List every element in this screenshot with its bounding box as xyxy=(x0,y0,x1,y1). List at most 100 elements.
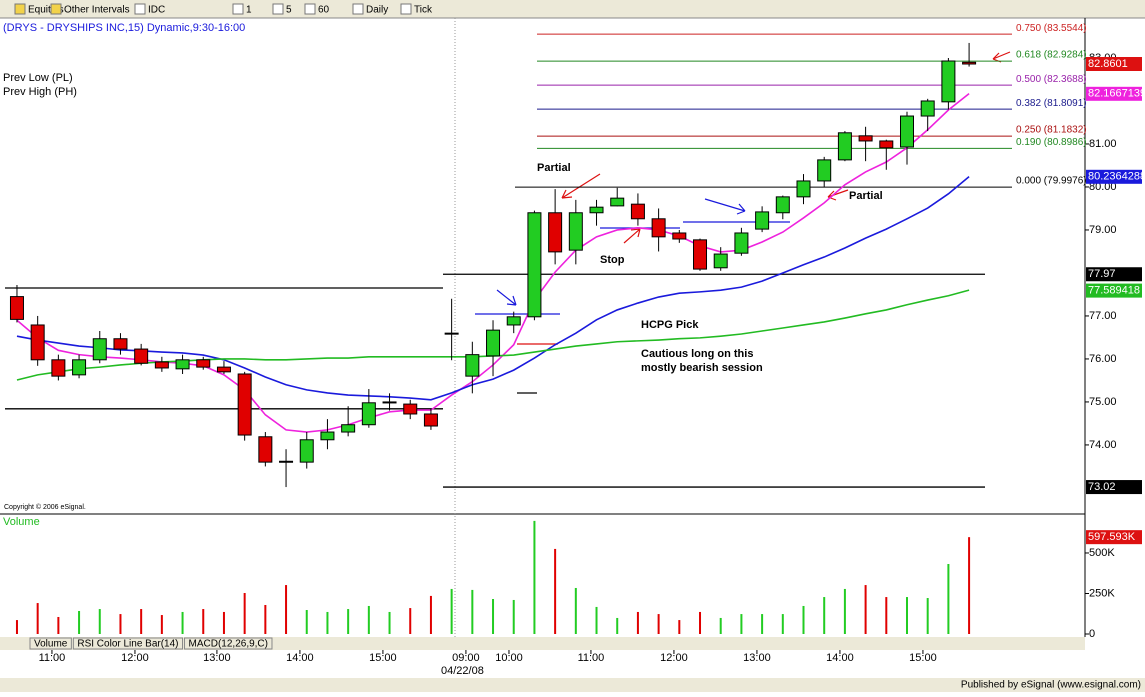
x-tick-label: 09:00 xyxy=(452,652,480,664)
toolbar-button[interactable]: Tick xyxy=(414,5,433,16)
volume-bar xyxy=(885,597,888,634)
toolbar-button[interactable]: Daily xyxy=(366,5,388,16)
candle-body xyxy=(154,361,169,369)
y-tick-label: 79.00 xyxy=(1089,224,1117,236)
x-tick-label: 14:00 xyxy=(826,652,854,664)
tab[interactable]: MACD(12,26,9,C) xyxy=(189,639,268,650)
candle-body xyxy=(899,115,914,148)
candle-body xyxy=(610,197,625,207)
candle-body xyxy=(506,316,521,326)
tab[interactable]: RSI Color Line Bar(14) xyxy=(77,639,178,650)
toolbar-icon xyxy=(232,3,244,15)
candle-body xyxy=(713,253,728,269)
y-tick-label: 76.00 xyxy=(1089,353,1117,365)
toolbar-icon xyxy=(50,3,62,15)
candle-body xyxy=(817,159,832,182)
fib-label: 0.382 (81.8091) xyxy=(1016,98,1087,109)
price-tag xyxy=(1086,169,1142,184)
candle-body xyxy=(651,218,666,238)
x-tick-label: 12:00 xyxy=(121,652,149,664)
volume-bar xyxy=(719,617,722,634)
tab-bar xyxy=(0,637,1085,650)
candle-body xyxy=(548,212,563,253)
toolbar-icon xyxy=(400,3,412,15)
toolbar-icon xyxy=(304,3,316,15)
volume-bar xyxy=(512,599,515,634)
toolbar-button[interactable]: 5 xyxy=(286,5,292,16)
volume-bar xyxy=(864,585,867,634)
fib-label: 0.250 (81.1832) xyxy=(1016,125,1087,136)
candle-body xyxy=(630,203,645,220)
fib-label: 0.500 (82.3688) xyxy=(1016,74,1087,85)
price-tag-label: 77.589418 xyxy=(1088,285,1140,297)
moving-average xyxy=(16,176,970,401)
candle-body xyxy=(9,296,24,320)
candle-body xyxy=(403,403,418,415)
y-tick-label: 77.00 xyxy=(1089,310,1117,322)
volume-bar xyxy=(492,598,495,634)
volume-bar xyxy=(657,614,660,634)
x-tick-label: 15:00 xyxy=(909,652,937,664)
toolbar-button[interactable]: Equities xyxy=(28,5,64,16)
x-tick-label: 13:00 xyxy=(743,652,771,664)
candle-body xyxy=(279,460,294,463)
candle-body xyxy=(672,232,687,240)
price-tag-label: 82.8601 xyxy=(1088,58,1128,70)
volume-bar xyxy=(533,520,536,634)
chart-title: (DRYS - DRYSHIPS INC,15) Dynamic,9:30-16… xyxy=(3,22,245,34)
candle-body xyxy=(444,332,459,335)
arrow xyxy=(992,51,1011,63)
fib-label: 0.618 (82.9284) xyxy=(1016,50,1087,61)
candle-body xyxy=(879,140,894,149)
legend-text: Prev High (PH) xyxy=(3,86,77,98)
tab-frame xyxy=(184,637,273,650)
price-tag-label: 73.02 xyxy=(1088,481,1116,493)
price-tag xyxy=(1086,56,1142,71)
volume-bar xyxy=(905,597,908,634)
y-tick-label: 75.00 xyxy=(1089,396,1117,408)
volume-bar xyxy=(202,609,205,634)
volume-bar xyxy=(450,588,453,634)
volume-bar xyxy=(429,595,432,634)
candle-body xyxy=(341,424,356,433)
candle-body xyxy=(734,232,749,254)
candle-body xyxy=(382,401,397,404)
volume-bar xyxy=(222,611,225,634)
volume-bar xyxy=(802,605,805,634)
volume-bar xyxy=(968,537,971,634)
volume-bar xyxy=(471,589,474,634)
toolbar-button[interactable]: Other Intervals xyxy=(64,5,130,16)
x-tick-label: 11:00 xyxy=(39,652,66,664)
moving-average xyxy=(16,93,970,433)
price-tag-label: 82.1667139 xyxy=(1088,88,1145,100)
volume-bar xyxy=(947,563,950,634)
candle-body xyxy=(858,135,873,142)
price-tag-label: 77.97 xyxy=(1088,268,1116,280)
y-tick-label: 500K xyxy=(1089,547,1115,559)
y-tick-label: 250K xyxy=(1089,587,1115,599)
annotation: Cautious long on this xyxy=(641,348,753,360)
volume-bar xyxy=(678,620,681,634)
volume-bar xyxy=(160,615,163,634)
volume-bar xyxy=(243,593,246,634)
toolbar-button[interactable]: IDC xyxy=(148,5,165,16)
candle-body xyxy=(30,324,45,361)
volume-bar xyxy=(78,610,81,634)
volume-bar xyxy=(926,598,929,634)
price-tag xyxy=(1086,283,1142,298)
candle-body xyxy=(486,329,501,357)
volume-bar xyxy=(595,606,598,634)
toolbar-button[interactable]: 1 xyxy=(246,5,252,16)
candle-body xyxy=(175,359,190,370)
candle-body xyxy=(423,413,438,427)
candle-body xyxy=(589,206,604,214)
candle-body xyxy=(755,211,770,230)
tab[interactable]: Volume xyxy=(34,639,68,650)
candle-body xyxy=(775,196,790,214)
toolbar-button[interactable]: 60 xyxy=(318,5,330,16)
candle-body xyxy=(361,402,376,426)
fib-label: 0.750 (83.5544) xyxy=(1016,23,1087,34)
legend-text: Prev Low (PL) xyxy=(3,72,73,84)
